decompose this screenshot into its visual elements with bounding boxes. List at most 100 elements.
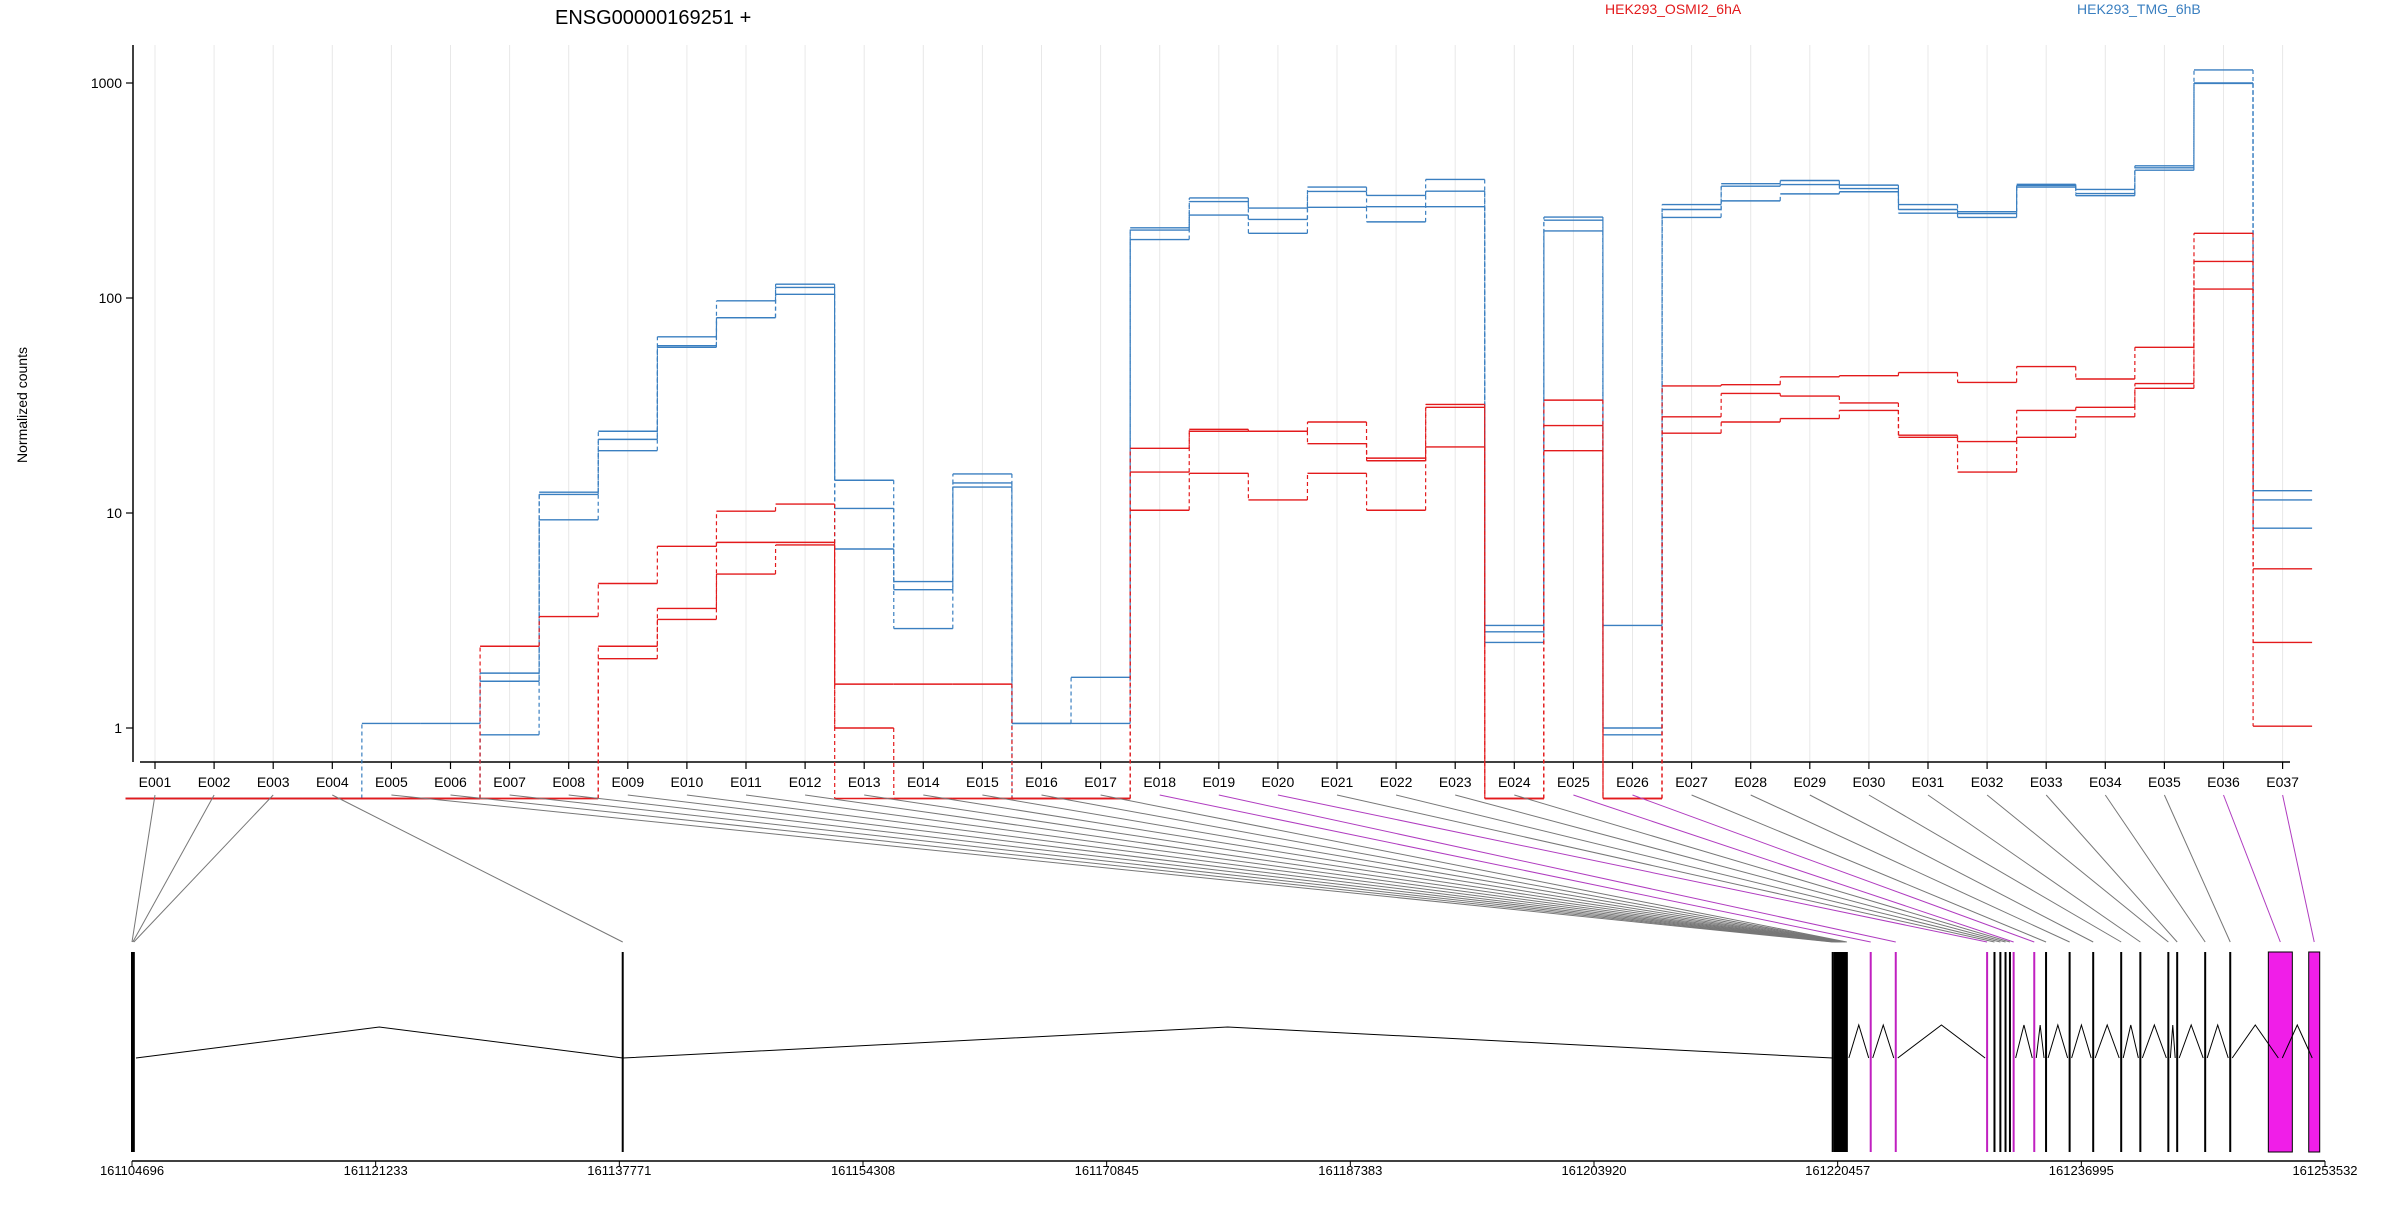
x-tick-label-E005: E005 [375, 774, 408, 790]
mapping-line-E009 [628, 795, 1838, 942]
mapping-line-E001 [132, 795, 155, 942]
genomic-tick-label: 161137771 [587, 1163, 651, 1178]
x-tick-label-E007: E007 [493, 774, 526, 790]
intron-line [1898, 1025, 1985, 1058]
mapping-line-E033 [2046, 795, 2177, 942]
genomic-tick-label: 161253532 [2292, 1163, 2357, 1178]
x-tick-label-E014: E014 [907, 774, 940, 790]
x-tick-label-E021: E021 [1321, 774, 1354, 790]
x-tick-label-E026: E026 [1616, 774, 1649, 790]
x-tick-label-E028: E028 [1734, 774, 1767, 790]
intron-line [2095, 1025, 2119, 1058]
genomic-tick-label: 161154308 [831, 1163, 895, 1178]
gene-model [132, 952, 2320, 1152]
mapping-line-E007 [510, 795, 1837, 942]
chart-title: ENSG00000169251 + [555, 7, 751, 29]
x-tick-label-E023: E023 [1439, 774, 1472, 790]
x-tick-label-E008: E008 [552, 774, 585, 790]
mapping-line-E012 [805, 795, 1841, 942]
mapping-line-E035 [2164, 795, 2230, 942]
mapping-line-E008 [569, 795, 1838, 942]
intron-line [136, 1027, 623, 1058]
x-tick-label-E029: E029 [1793, 774, 1826, 790]
x-tick-label-E037: E037 [2266, 774, 2299, 790]
genomic-axis: 161104696 161121233 161137771 161154308 1611… [100, 1161, 2358, 1178]
exon-box-E036 [2268, 952, 2292, 1152]
x-tick-label-E003: E003 [257, 774, 290, 790]
x-tick-label-E036: E036 [2207, 774, 2240, 790]
intron-line [2048, 1025, 2068, 1058]
x-tick-label-E035: E035 [2148, 774, 2181, 790]
x-tick-label-E015: E015 [966, 774, 999, 790]
x-tick-label-E009: E009 [611, 774, 644, 790]
x-tick-label-E024: E024 [1498, 774, 1531, 790]
genomic-tick-label: 161121233 [344, 1163, 408, 1178]
x-tick-label-E001: E001 [139, 774, 172, 790]
y-tick-label: 10 [106, 505, 122, 521]
mapping-line-E017 [1101, 795, 1847, 942]
genomic-tick-label: 161187383 [1318, 1163, 1382, 1178]
y-tick-label: 100 [99, 290, 123, 306]
intron-line [1849, 1025, 1869, 1058]
mapping-line-E032 [1987, 795, 2168, 942]
intron-line [2072, 1025, 2092, 1058]
mapping-line-E006 [451, 795, 1835, 942]
x-tick-label-E027: E027 [1675, 774, 1708, 790]
intron-line [1873, 1025, 1894, 1058]
x-tick-label-E002: E002 [198, 774, 231, 790]
intron-line [623, 1027, 1833, 1058]
mapping-line-E023 [1455, 795, 2005, 942]
x-tick-label-E033: E033 [2030, 774, 2063, 790]
mapping-line-E002 [133, 795, 214, 942]
mapping-line-E037 [2283, 795, 2315, 942]
x-tick-label-E004: E004 [316, 774, 349, 790]
intron-line [2142, 1025, 2166, 1058]
x-tick-label-E018: E018 [1143, 774, 1176, 790]
genomic-tick-label: 161220457 [1805, 1163, 1870, 1178]
x-tick-label-E012: E012 [789, 774, 822, 790]
mapping-line-E003 [134, 795, 273, 942]
mapping-line-E036 [2224, 795, 2281, 942]
intron-line [2123, 1025, 2138, 1058]
mapping-line-E029 [1810, 795, 2093, 942]
x-tick-label-E031: E031 [1912, 774, 1945, 790]
x-tick-label-E020: E020 [1262, 774, 1295, 790]
x-tick-label-E034: E034 [2089, 774, 2122, 790]
genomic-tick-label: 161203920 [1561, 1163, 1626, 1178]
x-tick-label-E011: E011 [730, 774, 762, 790]
genomic-tick-label: 161170845 [1075, 1163, 1139, 1178]
mapping-line-E013 [864, 795, 1842, 942]
intron-line [2179, 1025, 2203, 1058]
intron-line [2207, 1025, 2228, 1058]
legend-item-osmi2: HEK293_OSMI2_6hA [1605, 1, 1742, 17]
exon-mapping-lines [132, 795, 2314, 942]
intron-line [2170, 1025, 2175, 1058]
x-tick-label-E025: E025 [1557, 774, 1590, 790]
genomic-tick-label: 161236995 [2049, 1163, 2114, 1178]
intron-line [2016, 1025, 2033, 1058]
mapping-line-E034 [2105, 795, 2205, 942]
y-tick-label: 1000 [91, 75, 122, 91]
x-tick-label-E022: E022 [1380, 774, 1413, 790]
y-axis-label: Normalized counts [14, 347, 30, 463]
x-tick-label-E010: E010 [671, 774, 704, 790]
mapping-line-E016 [1042, 795, 1846, 942]
exon-box-E037 [2309, 952, 2320, 1152]
intron-line [2036, 1025, 2044, 1058]
x-tick-label-E017: E017 [1084, 774, 1117, 790]
mapping-line-E030 [1869, 795, 2121, 942]
x-tick-label-E013: E013 [848, 774, 881, 790]
mapping-line-E004 [332, 795, 622, 942]
legend-item-tmg: HEK293_TMG_6hB [2077, 1, 2201, 17]
x-tick-label-E019: E019 [1202, 774, 1235, 790]
mapping-line-E011 [746, 795, 1840, 942]
genomic-tick-label: 161104696 [100, 1163, 164, 1178]
x-tick-label-E032: E032 [1971, 774, 2004, 790]
mapping-line-E031 [1928, 795, 2140, 942]
x-tick-label-E016: E016 [1025, 774, 1058, 790]
mapping-line-E027 [1692, 795, 2046, 942]
x-tick-label-E030: E030 [1853, 774, 1886, 790]
